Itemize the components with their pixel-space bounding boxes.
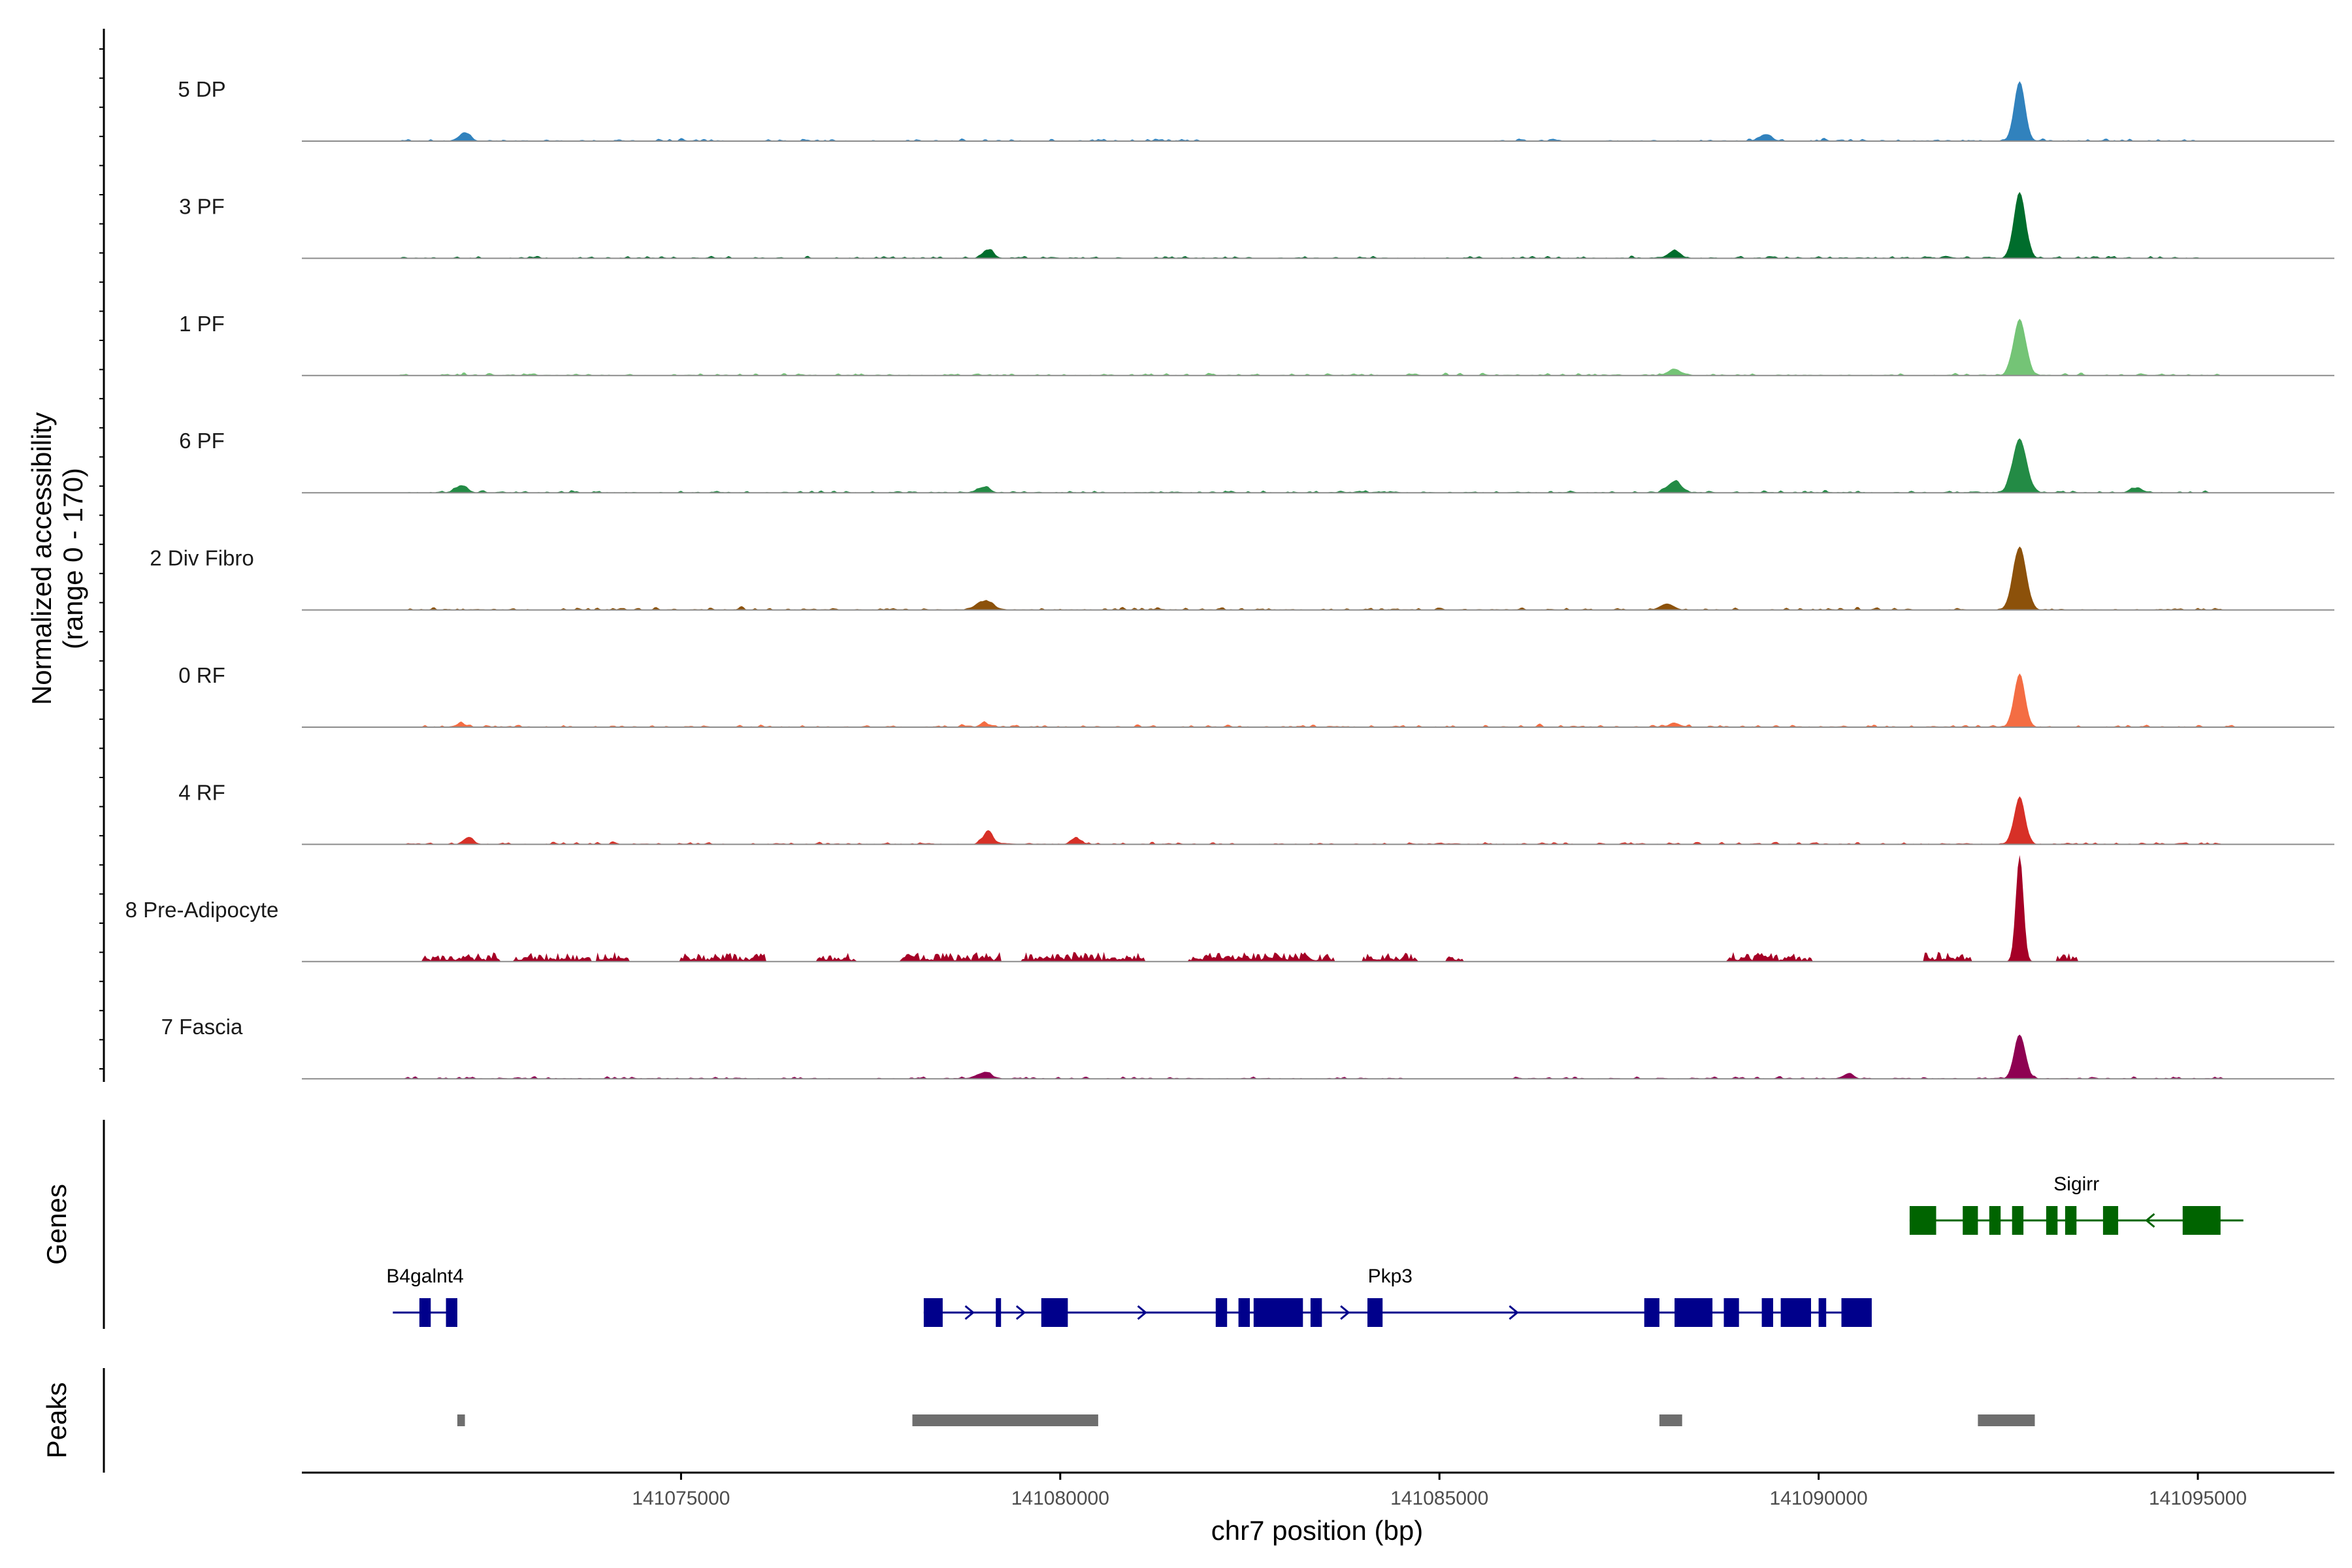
y-axis-title-line2: (range 0 - 170) xyxy=(57,468,88,649)
peak-region xyxy=(1978,1414,2035,1426)
gene-exon xyxy=(2182,1206,2221,1235)
track-label: 8 Pre-Adipocyte xyxy=(125,898,279,922)
gene-exon xyxy=(923,1298,943,1327)
gene-exon xyxy=(1841,1298,1872,1327)
gene-exon xyxy=(1674,1298,1713,1327)
gene-exon xyxy=(1644,1298,1659,1327)
gene-label: Sigirr xyxy=(2053,1173,2099,1195)
gene-model: B4galnt4 xyxy=(386,1266,464,1327)
gene-label: Pkp3 xyxy=(1368,1266,1413,1287)
track-labels: 5 DP 3 PF 1 PF 6 PF 2 Div Fibro 0 RF 4 RF 8 Pre… xyxy=(125,77,279,1039)
x-tick-label: 141090000 xyxy=(1770,1488,1868,1509)
gene-exon xyxy=(1041,1298,1068,1327)
strand-arrow-icon xyxy=(2145,1213,2155,1228)
track-label: 3 PF xyxy=(179,194,225,218)
peak-region xyxy=(912,1414,1098,1426)
gene-exon xyxy=(2102,1206,2119,1235)
x-tick-label: 141095000 xyxy=(2149,1488,2247,1509)
gene-model: Pkp3 xyxy=(923,1266,1872,1327)
gene-exon xyxy=(1909,1206,1936,1235)
peaks-panel-label: Peaks xyxy=(41,1382,72,1459)
track-label: 7 Fascia xyxy=(161,1015,243,1039)
gene-exon xyxy=(446,1298,457,1327)
gene-exon xyxy=(996,1298,1002,1327)
gene-exon xyxy=(1310,1298,1322,1327)
gene-exon xyxy=(2012,1206,2024,1235)
gene-exon xyxy=(1963,1206,1978,1235)
strand-arrow-icon xyxy=(1137,1305,1147,1320)
peak-regions xyxy=(457,1414,2035,1426)
gene-exon xyxy=(419,1298,431,1327)
gene-exon xyxy=(1723,1298,1739,1327)
x-tick-label: 141080000 xyxy=(1011,1488,1109,1509)
gene-model: Sigirr xyxy=(1909,1173,2244,1235)
x-axis-ticks: 141075000 141080000 141085000 141090000 1410… xyxy=(632,1473,2247,1509)
gene-exon xyxy=(1761,1298,1773,1327)
x-tick-label: 141075000 xyxy=(632,1488,730,1509)
strand-arrow-icon xyxy=(1340,1305,1350,1320)
x-tick-label: 141085000 xyxy=(1390,1488,1488,1509)
strand-arrow-icon xyxy=(1015,1305,1026,1320)
gene-exon xyxy=(1253,1298,1303,1327)
gene-exon xyxy=(2046,1206,2058,1235)
gene-exon xyxy=(1215,1298,1228,1327)
track-label: 5 DP xyxy=(178,77,225,101)
x-axis-title: chr7 position (bp) xyxy=(1211,1515,1424,1546)
strand-arrow-icon xyxy=(964,1305,975,1320)
gene-label: B4galnt4 xyxy=(386,1266,463,1287)
track-label: 0 RF xyxy=(178,663,225,687)
track-label: 2 Div Fibro xyxy=(150,546,254,570)
gene-exon xyxy=(2065,1206,2077,1235)
genes-panel-label: Genes xyxy=(41,1184,72,1265)
gene-exon xyxy=(1818,1298,1827,1327)
gene-exon xyxy=(1780,1298,1811,1327)
gene-exon xyxy=(1238,1298,1250,1327)
track-label: 6 PF xyxy=(179,429,225,453)
strand-arrow-icon xyxy=(1509,1305,1519,1320)
gene-exon xyxy=(1367,1298,1383,1327)
peak-region xyxy=(457,1414,465,1426)
y-axis-ticks xyxy=(99,48,104,1070)
y-axis-title-line1: Normalized accessibility xyxy=(26,412,57,705)
coverage-tracks xyxy=(302,81,2334,1080)
track-label: 4 RF xyxy=(178,780,225,804)
peak-region xyxy=(1659,1414,1682,1426)
track-label: 1 PF xyxy=(179,312,225,336)
gene-exon xyxy=(1989,1206,2001,1235)
gene-annotations: B4galnt4 Pkp3 Sigirr xyxy=(386,1173,2244,1327)
